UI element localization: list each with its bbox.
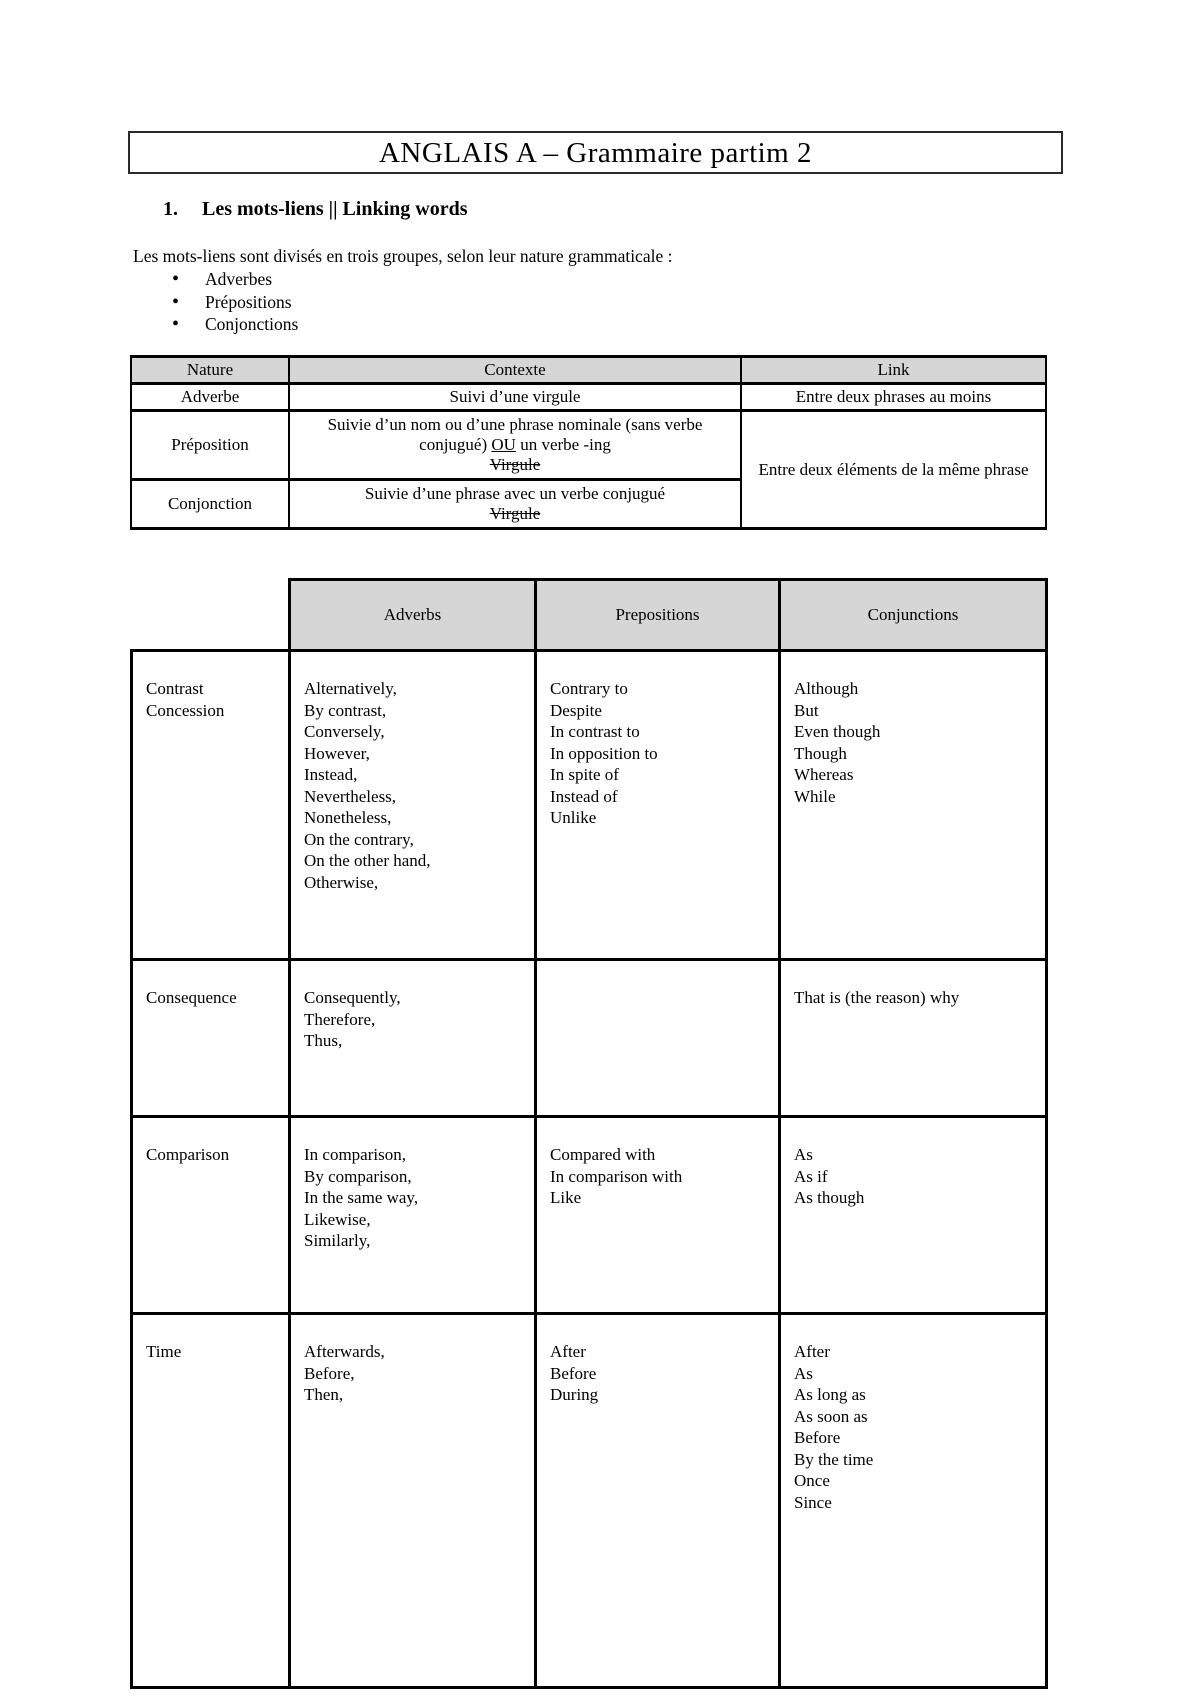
prepositions-cell: Contrary to Despite In contrast to In op… <box>534 649 781 961</box>
contexte-text: un verbe -ing <box>515 435 611 454</box>
header-cell-contexte: Contexte <box>288 355 742 385</box>
prepositions-cell: Compared with In comparison with Like <box>534 1115 781 1315</box>
document-title: ANGLAIS A – Grammaire partim 2 <box>378 137 812 169</box>
contexte-struck-text: Virgule <box>489 504 541 523</box>
table-row-preposition: Préposition Suivie d’un nom ou d’une phr… <box>130 409 1047 530</box>
bullet-item: Conjonctions <box>172 313 298 336</box>
table-row-adverbe: Adverbe Suivi d’une virgule Entre deux p… <box>130 382 1047 412</box>
section-number: 1. <box>163 198 178 220</box>
adverbs-cell: Consequently, Therefore, Thus, <box>288 958 537 1118</box>
cell-nature: Préposition <box>130 409 290 481</box>
header-cell-adverbs: Adverbs <box>288 578 537 652</box>
category-cell: Consequence <box>130 958 291 1118</box>
linking-table-header-row: Adverbs Prepositions Conjunctions <box>132 578 1048 652</box>
table-row-conjonction: Conjonction Suivie d’une phrase avec un … <box>130 478 1046 530</box>
prepositions-cell: After Before During <box>534 1312 781 1689</box>
adverbs-cell: Afterwards, Before, Then, <box>288 1312 537 1689</box>
category-cell: Contrast Concession <box>130 649 291 961</box>
adverbs-cell: Alternatively, By contrast, Conversely, … <box>288 649 537 961</box>
linking-words-table: Adverbs Prepositions Conjunctions Contra… <box>130 578 1048 1689</box>
section-heading: 1. Les mots-liens || Linking words <box>163 198 468 221</box>
table-row-contrast-concession: Contrast Concession Alternatively, By co… <box>130 649 1048 961</box>
intro-text: Les mots-liens sont divisés en trois gro… <box>133 246 673 266</box>
contexte-text: Suivie d’une phrase avec un verbe conjug… <box>364 484 666 503</box>
header-cell-prepositions: Prepositions <box>534 578 781 652</box>
cell-link: Entre deux phrases au moins <box>740 382 1047 412</box>
contexte-text: Suivie d’un nom ou d’une phrase nominale… <box>327 415 703 454</box>
cell-nature: Adverbe <box>130 382 290 412</box>
adverbs-cell: In comparison, By comparison, In the sam… <box>288 1115 537 1315</box>
category-cell: Comparison <box>130 1115 291 1315</box>
empty-corner-cell <box>132 580 290 651</box>
contexte-ou-underlined: OU <box>491 435 516 454</box>
cell-contexte: Suivie d’un nom ou d’une phrase nominale… <box>288 409 742 481</box>
conjunctions-cell: Although But Even though Though Whereas … <box>778 649 1048 961</box>
bullet-item: Adverbes <box>172 268 298 291</box>
category-cell: Time <box>130 1312 291 1689</box>
section-title: Les mots-liens || Linking words <box>202 198 468 220</box>
nature-table-header-row: Nature Contexte Link <box>130 355 1047 385</box>
table-row-comparison: Comparison In comparison, By comparison,… <box>130 1115 1048 1315</box>
contexte-struck-text: Virgule <box>489 455 541 474</box>
bullet-list: Adverbes Prépositions Conjonctions <box>172 268 298 336</box>
cell-contexte: Suivi d’une virgule <box>288 382 742 412</box>
cell-contexte: Suivie d’une phrase avec un verbe conjug… <box>288 478 742 530</box>
conjunctions-cell: As As if As though <box>778 1115 1048 1315</box>
prepositions-cell <box>534 958 781 1118</box>
cell-link-merged: Entre deux éléments de la même phrase <box>740 409 1047 530</box>
conjunctions-cell: After As As long as As soon as Before By… <box>778 1312 1048 1689</box>
header-cell-link: Link <box>740 355 1047 385</box>
cell-nature: Conjonction <box>130 478 290 530</box>
conjunctions-cell: That is (the reason) why <box>778 958 1048 1118</box>
document-title-box: ANGLAIS A – Grammaire partim 2 <box>128 131 1063 174</box>
nature-table: Nature Contexte Link Adverbe Suivi d’une… <box>130 355 1047 530</box>
bullet-item: Prépositions <box>172 291 298 314</box>
header-cell-conjunctions: Conjunctions <box>778 578 1048 652</box>
table-row-time: Time Afterwards, Before, Then, After Bef… <box>130 1312 1048 1689</box>
table-row-consequence: Consequence Consequently, Therefore, Thu… <box>130 958 1048 1118</box>
header-cell-nature: Nature <box>130 355 290 385</box>
